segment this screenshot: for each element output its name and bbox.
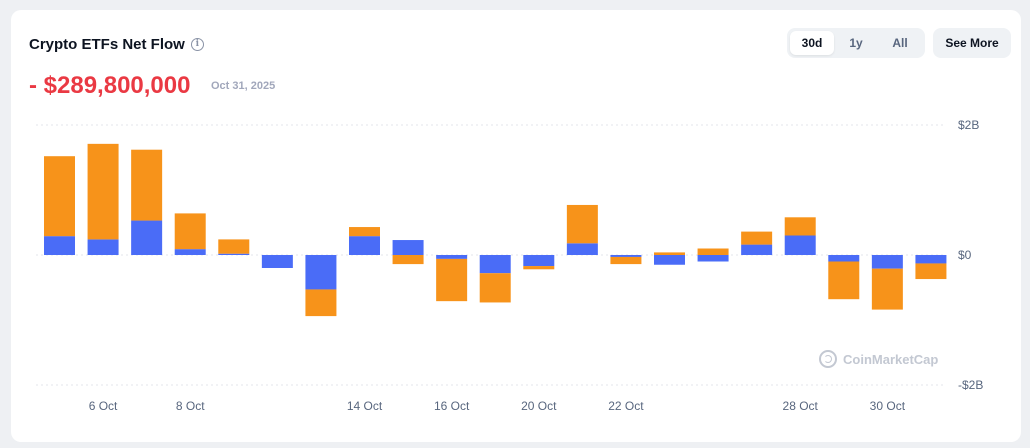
- bar-segment-blue: [479, 255, 511, 274]
- bar-segment-blue: [131, 220, 163, 255]
- bar-segment-blue: [871, 255, 903, 269]
- y-tick-label: $2B: [958, 118, 979, 132]
- tab-all[interactable]: All: [892, 36, 908, 50]
- bar-segment-blue: [436, 255, 468, 259]
- bar-segment-blue: [392, 240, 424, 255]
- net-flow-value: - $289,800,000: [29, 72, 191, 99]
- bar-segment-orange: [87, 143, 119, 240]
- bar-segment-blue: [741, 244, 773, 255]
- bar-segment-blue: [915, 255, 947, 264]
- bar-segment-blue: [654, 255, 685, 265]
- bar-segment-blue: [218, 253, 250, 255]
- y-tick-label: $0: [958, 248, 972, 262]
- bar-segment-orange: [828, 261, 860, 300]
- bar-segment-orange: [436, 258, 468, 302]
- bar-segment-blue: [261, 255, 293, 268]
- bar-segment-blue: [174, 249, 206, 255]
- x-tick-label: 30 Oct: [870, 399, 906, 413]
- x-tick-label: 28 Oct: [783, 399, 819, 413]
- chart-title: Crypto ETFs Net Flow i: [29, 36, 204, 53]
- x-tick-label: 16 Oct: [434, 399, 470, 413]
- bar-segment-blue: [87, 239, 119, 255]
- bar-segment-orange: [697, 248, 729, 255]
- x-tick-label: 22 Oct: [608, 399, 644, 413]
- bar-segment-orange: [479, 273, 511, 303]
- x-tick-label: 14 Oct: [347, 399, 383, 413]
- bar-segment-blue: [523, 255, 555, 267]
- bar-segment-blue: [305, 255, 337, 290]
- bar-segment-orange: [784, 217, 816, 236]
- bar-segment-orange: [610, 256, 642, 265]
- bar-segment-orange: [566, 204, 598, 244]
- info-icon[interactable]: i: [190, 38, 204, 51]
- tab-30d[interactable]: 30d: [790, 31, 834, 55]
- bar-segment-orange: [741, 231, 773, 245]
- bar-segment-orange: [44, 156, 75, 237]
- bar-segment-blue: [349, 236, 380, 255]
- watermark-text: CoinMarketCap: [843, 351, 939, 367]
- bar-segment-orange: [305, 289, 337, 317]
- bar-segment-blue: [828, 255, 860, 262]
- bar-segment-blue: [566, 243, 598, 255]
- y-tick-label: -$2B: [958, 378, 983, 392]
- x-tick-label: 8 Oct: [176, 399, 205, 413]
- x-tick-label: 20 Oct: [521, 399, 557, 413]
- coinmarketcap-logo-icon: [819, 350, 837, 368]
- bar-segment-orange: [915, 263, 947, 280]
- net-flow-date: Oct 31, 2025: [211, 80, 276, 92]
- bar-segment-blue: [784, 235, 816, 255]
- bar-segment-orange: [871, 268, 903, 310]
- bar-segment-orange: [654, 252, 685, 255]
- bar-segment-orange: [392, 255, 424, 265]
- see-more-button[interactable]: See More: [933, 28, 1011, 58]
- chart-title-text: Crypto ETFs Net Flow: [29, 36, 185, 53]
- bar-segment-blue: [44, 236, 75, 255]
- coinmarketcap-watermark: CoinMarketCap: [819, 350, 938, 368]
- bar-segment-orange: [523, 266, 555, 270]
- bar-segment-orange: [218, 239, 250, 254]
- bar-segment-orange: [174, 213, 206, 250]
- bar-segment-blue: [610, 255, 642, 257]
- bar-segment-blue: [697, 255, 729, 262]
- x-tick-label: 6 Oct: [89, 399, 118, 413]
- tab-1y[interactable]: 1y: [849, 36, 863, 50]
- bar-segment-orange: [349, 227, 380, 237]
- range-selector: 30d 1y All: [787, 28, 925, 58]
- bar-segment-orange: [131, 149, 163, 221]
